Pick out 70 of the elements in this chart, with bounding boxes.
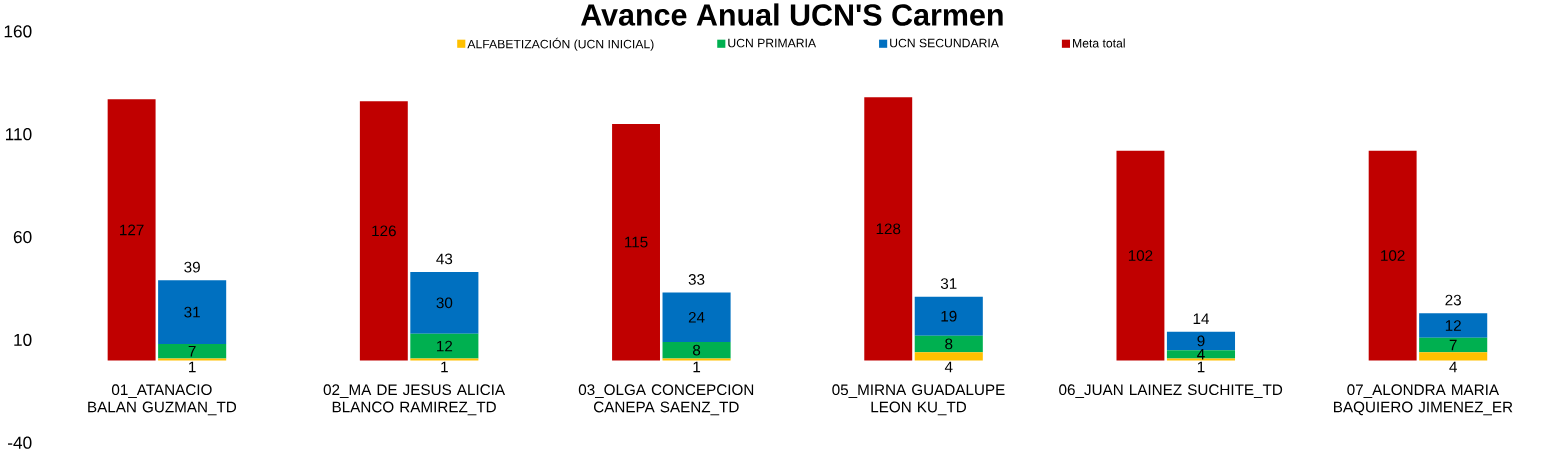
y-tick-label: 60	[13, 230, 32, 244]
bar	[1166, 358, 1236, 361]
bar	[410, 271, 479, 334]
data-label: 9	[1197, 335, 1205, 347]
x-tick-label: 05_MIRNA GUADALUPE LEON KU_TD	[832, 384, 1005, 416]
bar	[158, 358, 227, 361]
data-label: 8	[693, 344, 701, 356]
bar	[158, 280, 227, 344]
bar	[662, 292, 731, 342]
bar	[410, 358, 479, 361]
data-label: 31	[184, 306, 200, 318]
data-label: 128	[876, 223, 901, 235]
data-label: 1	[441, 361, 448, 373]
bar	[864, 97, 913, 361]
legend-label: ALFABETIZACIÓN (UCN INICIAL)	[467, 37, 654, 51]
data-label: 7	[1449, 339, 1457, 351]
chart-title: Avance Anual UCN'S Carmen	[580, 3, 1003, 26]
data-label: 1	[189, 361, 196, 373]
data-label: 4	[944, 361, 953, 373]
bar	[1116, 150, 1165, 361]
data-label: 4	[1197, 348, 1205, 360]
bar	[914, 352, 983, 361]
data-label: 1	[693, 361, 701, 373]
y-tick-label: 160	[4, 25, 32, 38]
bar	[1419, 352, 1488, 361]
data-label: 12	[1445, 320, 1461, 331]
data-label: 30	[436, 297, 453, 309]
bar	[359, 101, 408, 361]
total-label: 14	[1193, 313, 1209, 324]
bar	[1419, 337, 1488, 353]
x-tick-label: 01_ATANACIO BALAN GUZMAN_TD	[88, 384, 237, 416]
bar	[1166, 350, 1236, 359]
x-tick-label: 03_OLGA CONCEPCION CANEPA SAENZ_TD	[578, 384, 754, 416]
x-tick-label: 07_ALONDRA MARIA BAQUIERO JIMENEZ_ER	[1334, 384, 1513, 416]
data-label: 126	[372, 225, 396, 237]
bar	[662, 358, 731, 361]
bar	[612, 123, 660, 361]
total-label: 39	[184, 261, 200, 273]
total-label: 43	[436, 253, 453, 265]
x-tick-label: 06_JUAN LAINEZ SUCHITE_TD	[1059, 384, 1283, 398]
bar	[914, 296, 983, 336]
y-tick-label: -40	[8, 436, 32, 449]
data-label: 102	[1381, 250, 1405, 261]
y-tick-label: 110	[5, 128, 32, 141]
data-label: 19	[941, 310, 957, 322]
data-label: 115	[625, 236, 648, 248]
legend-label: UCN SECUNDARIA	[890, 38, 999, 48]
data-label: 1	[1197, 361, 1205, 373]
data-label: 7	[188, 345, 196, 357]
bar	[914, 335, 983, 353]
bar	[158, 343, 227, 359]
total-label: 23	[1445, 294, 1461, 306]
bar	[662, 341, 731, 359]
data-label: 12	[437, 340, 453, 352]
data-label: 127	[120, 224, 144, 236]
legend-label: UCN PRIMARIA	[728, 38, 817, 48]
total-label: 33	[688, 273, 705, 285]
bar	[1166, 331, 1236, 351]
data-label: 24	[688, 311, 705, 323]
data-label: 8	[945, 338, 953, 350]
legend-label: Meta total	[1073, 38, 1125, 48]
data-label: 4	[1449, 361, 1457, 373]
bar	[107, 99, 156, 361]
total-label: 31	[940, 278, 957, 289]
bar	[1419, 313, 1488, 338]
bar	[410, 333, 479, 359]
y-tick-label: 10	[14, 333, 32, 346]
bar	[1368, 150, 1417, 361]
data-label: 102	[1128, 250, 1153, 261]
x-tick-label: 02_MA DE JESUS ALICIA BLANCO RAMIREZ_TD	[323, 384, 506, 416]
